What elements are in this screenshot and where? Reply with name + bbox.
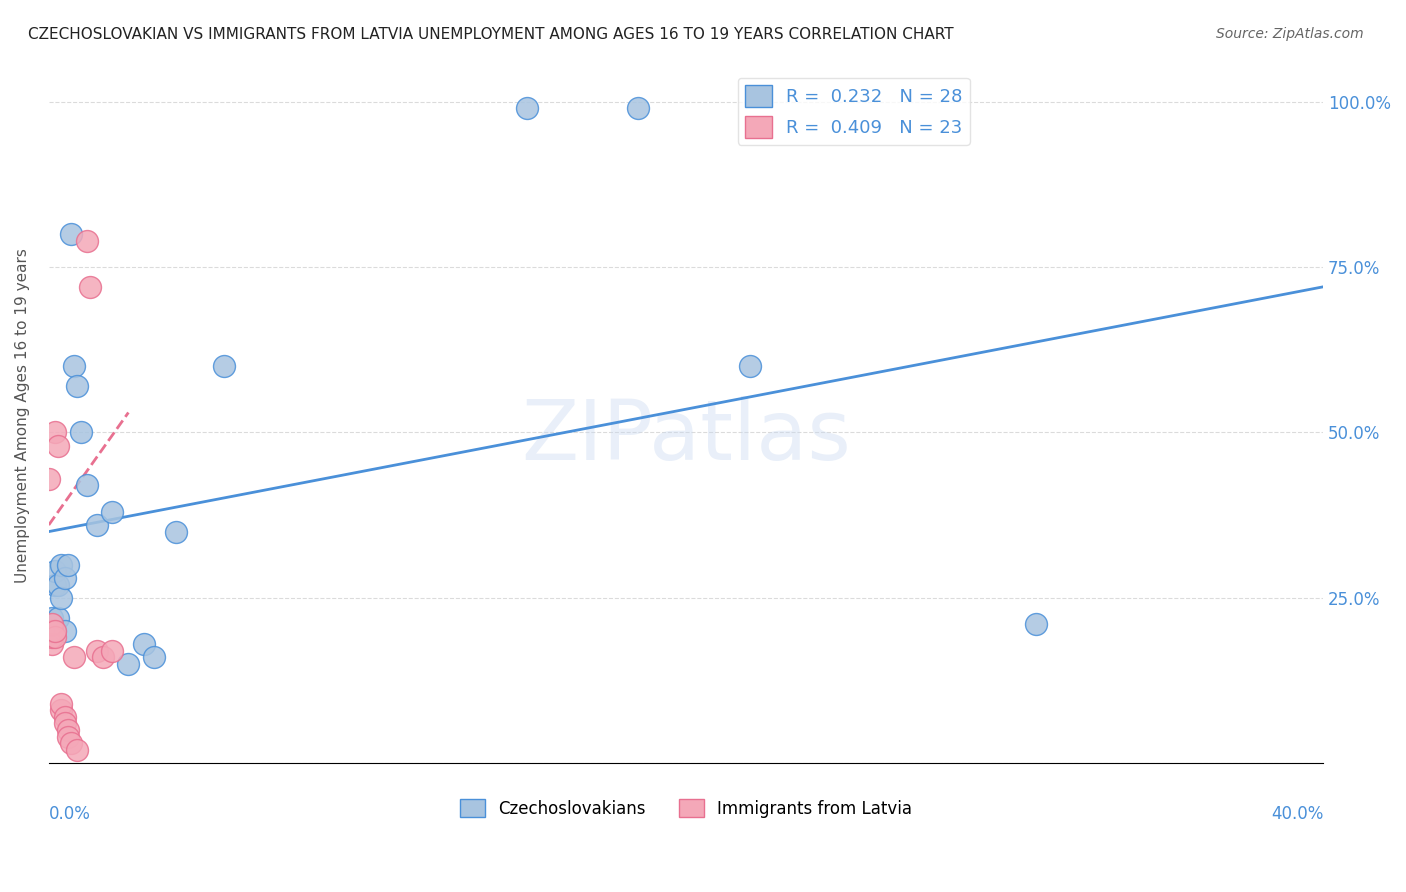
Point <box>41 631 63 645</box>
Point <box>38 472 60 486</box>
Point <box>1025 617 1047 632</box>
Point <box>86 643 108 657</box>
Point <box>63 359 86 374</box>
Point <box>53 716 76 731</box>
Text: CZECHOSLOVAKIAN VS IMMIGRANTS FROM LATVIA UNEMPLOYMENT AMONG AGES 16 TO 19 YEARS: CZECHOSLOVAKIAN VS IMMIGRANTS FROM LATVI… <box>28 27 953 42</box>
Point <box>44 624 66 638</box>
Point <box>46 610 69 624</box>
Point <box>79 280 101 294</box>
Text: 0.0%: 0.0% <box>49 805 90 822</box>
Point <box>627 101 650 115</box>
Point <box>738 359 761 374</box>
Point <box>165 524 187 539</box>
Point <box>44 425 66 440</box>
Point <box>86 518 108 533</box>
Point <box>53 710 76 724</box>
Point <box>142 650 165 665</box>
Point <box>76 234 98 248</box>
Point <box>66 743 89 757</box>
Point <box>44 564 66 578</box>
Point <box>51 697 73 711</box>
Point <box>56 723 79 737</box>
Point <box>51 703 73 717</box>
Point <box>41 637 63 651</box>
Point <box>51 558 73 572</box>
Point <box>41 624 63 638</box>
Point <box>53 624 76 638</box>
Point <box>212 359 235 374</box>
Point <box>44 631 66 645</box>
Point <box>60 227 83 241</box>
Point <box>516 101 538 115</box>
Y-axis label: Unemployment Among Ages 16 to 19 years: Unemployment Among Ages 16 to 19 years <box>15 248 30 583</box>
Point <box>46 577 69 591</box>
Point <box>56 558 79 572</box>
Point <box>117 657 139 671</box>
Point <box>91 650 114 665</box>
Text: Source: ZipAtlas.com: Source: ZipAtlas.com <box>1216 27 1364 41</box>
Point <box>51 591 73 605</box>
Point <box>101 643 124 657</box>
Point <box>66 379 89 393</box>
Point <box>134 637 156 651</box>
Point <box>56 730 79 744</box>
Point <box>60 736 83 750</box>
Point <box>63 650 86 665</box>
Point <box>41 617 63 632</box>
Text: 40.0%: 40.0% <box>1271 805 1323 822</box>
Point <box>46 439 69 453</box>
Point <box>44 577 66 591</box>
Point <box>41 624 63 638</box>
Point <box>69 425 91 440</box>
Text: ZIPatlas: ZIPatlas <box>522 396 851 477</box>
Legend: Czechoslovakians, Immigrants from Latvia: Czechoslovakians, Immigrants from Latvia <box>453 793 920 824</box>
Point <box>76 478 98 492</box>
Point <box>41 610 63 624</box>
Point <box>101 505 124 519</box>
Point <box>44 624 66 638</box>
Point <box>53 571 76 585</box>
